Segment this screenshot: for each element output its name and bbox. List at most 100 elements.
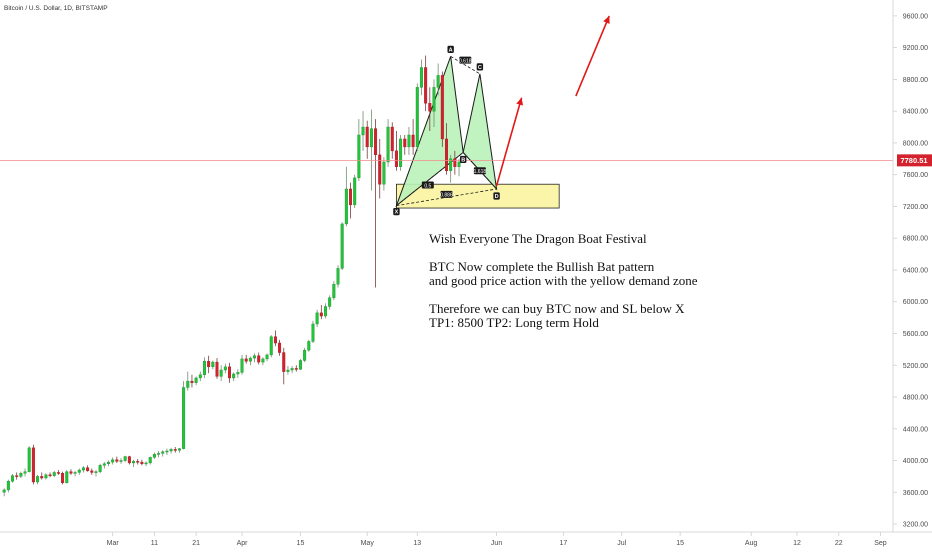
candle[interactable] <box>378 138 382 199</box>
candle[interactable] <box>294 365 298 372</box>
candle[interactable] <box>19 471 23 479</box>
candle[interactable] <box>424 55 428 112</box>
candle[interactable] <box>415 83 419 151</box>
demand-zone[interactable] <box>396 183 560 209</box>
candle[interactable] <box>44 473 48 480</box>
candle[interactable] <box>407 127 411 155</box>
candle[interactable] <box>411 119 415 155</box>
candle[interactable] <box>52 470 56 478</box>
candle[interactable] <box>48 472 52 478</box>
candle[interactable] <box>232 372 236 382</box>
candle[interactable] <box>144 461 148 467</box>
pattern-point-c[interactable]: C <box>476 63 484 71</box>
candle[interactable] <box>157 451 161 458</box>
candle[interactable] <box>132 459 136 467</box>
candle[interactable] <box>211 360 215 370</box>
candle[interactable] <box>286 366 290 375</box>
candle[interactable] <box>165 448 169 455</box>
candle[interactable] <box>202 357 206 378</box>
candle[interactable] <box>282 347 286 385</box>
pattern-point-a[interactable]: A <box>447 45 454 54</box>
candle[interactable] <box>90 468 94 475</box>
candle[interactable] <box>77 468 81 475</box>
candle[interactable] <box>432 79 436 128</box>
candle[interactable] <box>361 111 365 151</box>
candle[interactable] <box>403 134 407 155</box>
candle[interactable] <box>457 158 461 177</box>
candle[interactable] <box>148 456 152 465</box>
candle[interactable] <box>390 122 394 159</box>
candle[interactable] <box>73 470 77 477</box>
candle[interactable] <box>228 362 232 383</box>
candle[interactable] <box>40 472 44 480</box>
candle[interactable] <box>6 479 10 493</box>
candle[interactable] <box>303 347 307 363</box>
candle[interactable] <box>169 447 173 454</box>
candle[interactable] <box>123 455 127 463</box>
candle[interactable] <box>374 119 378 288</box>
candle[interactable] <box>386 119 390 167</box>
candle[interactable] <box>336 265 340 288</box>
candle[interactable] <box>248 356 252 366</box>
candle[interactable] <box>265 353 269 362</box>
candle[interactable] <box>27 446 31 473</box>
candle[interactable] <box>261 357 265 366</box>
candle[interactable] <box>177 447 181 453</box>
candle[interactable] <box>107 460 110 467</box>
candle[interactable] <box>357 119 361 182</box>
candle[interactable] <box>98 463 102 474</box>
candle[interactable] <box>240 354 244 375</box>
candle[interactable] <box>127 455 131 465</box>
candle[interactable] <box>394 131 398 171</box>
candle[interactable] <box>278 339 282 356</box>
candle[interactable] <box>440 71 444 147</box>
candle[interactable] <box>257 352 261 365</box>
candle[interactable] <box>428 87 432 132</box>
candle[interactable] <box>102 462 106 469</box>
candle[interactable] <box>365 120 369 159</box>
candle[interactable] <box>69 469 73 475</box>
candle[interactable] <box>315 309 319 328</box>
pattern-point-d[interactable]: D <box>493 192 500 200</box>
pattern-point-b[interactable]: B <box>459 155 467 164</box>
target-arrow-1[interactable] <box>495 97 523 187</box>
candle[interactable] <box>56 470 60 475</box>
candle[interactable] <box>190 374 194 388</box>
candle[interactable] <box>36 474 40 485</box>
candle[interactable] <box>140 459 144 466</box>
candle[interactable] <box>161 450 165 457</box>
candle[interactable] <box>186 371 190 391</box>
candle[interactable] <box>269 335 273 358</box>
candle[interactable] <box>253 353 257 363</box>
candle[interactable] <box>340 222 344 270</box>
candle[interactable] <box>382 157 386 191</box>
candle[interactable] <box>215 358 219 379</box>
candle[interactable] <box>273 330 277 347</box>
candle[interactable] <box>207 355 211 374</box>
candle[interactable] <box>119 458 123 464</box>
candle[interactable] <box>328 295 332 310</box>
candle[interactable] <box>219 365 223 382</box>
candle[interactable] <box>198 371 202 382</box>
candle[interactable] <box>344 166 348 227</box>
candle[interactable] <box>94 470 98 477</box>
candle[interactable] <box>152 452 156 459</box>
candle[interactable] <box>436 63 440 96</box>
candle[interactable] <box>311 320 315 344</box>
candle[interactable] <box>81 466 85 473</box>
candle[interactable] <box>61 471 65 485</box>
candle[interactable] <box>369 109 373 191</box>
candle[interactable] <box>11 474 15 483</box>
candle[interactable] <box>86 465 90 472</box>
x-axis[interactable]: Mar 11 21 Apr 15 May 13 Jun 17 Jul 15 Aug 12 22 Sep <box>107 532 887 547</box>
candle[interactable] <box>15 472 19 480</box>
candle[interactable] <box>290 366 294 374</box>
candle[interactable] <box>353 174 357 209</box>
candle[interactable] <box>323 303 327 319</box>
candle[interactable] <box>31 444 35 485</box>
y-axis[interactable]: 3200.00 3600.00 4000.00 4400.00 4800.00 5200.… <box>893 13 928 529</box>
candle[interactable] <box>115 456 119 463</box>
pattern-point-x[interactable]: X <box>393 208 400 216</box>
